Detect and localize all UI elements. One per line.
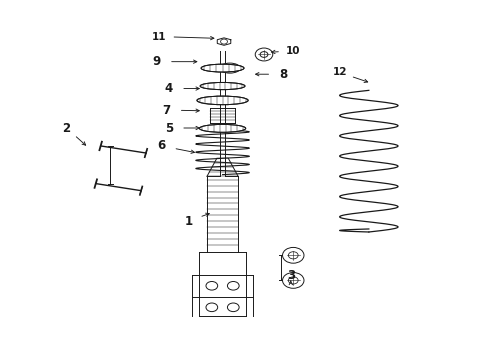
Circle shape — [260, 51, 267, 57]
Ellipse shape — [201, 64, 244, 72]
Text: 5: 5 — [164, 122, 173, 135]
Circle shape — [288, 277, 298, 284]
Text: 7: 7 — [162, 104, 170, 117]
Text: 8: 8 — [279, 68, 287, 81]
Ellipse shape — [197, 96, 247, 105]
Text: 10: 10 — [285, 46, 300, 56]
Circle shape — [227, 303, 239, 312]
Text: 4: 4 — [164, 82, 173, 95]
Text: 11: 11 — [152, 32, 166, 41]
Text: 12: 12 — [332, 67, 346, 77]
Ellipse shape — [199, 125, 245, 132]
Ellipse shape — [212, 124, 232, 130]
Circle shape — [288, 252, 298, 259]
Circle shape — [205, 282, 217, 290]
Circle shape — [255, 48, 272, 61]
Ellipse shape — [200, 82, 244, 90]
Circle shape — [282, 247, 304, 263]
Text: 2: 2 — [62, 122, 70, 135]
Text: 9: 9 — [152, 55, 161, 68]
Text: 6: 6 — [157, 139, 165, 152]
Text: 1: 1 — [184, 215, 192, 228]
Circle shape — [282, 273, 304, 288]
Circle shape — [220, 39, 227, 44]
Circle shape — [227, 282, 239, 290]
Circle shape — [205, 303, 217, 312]
Text: 3: 3 — [286, 269, 294, 282]
Ellipse shape — [219, 63, 240, 73]
